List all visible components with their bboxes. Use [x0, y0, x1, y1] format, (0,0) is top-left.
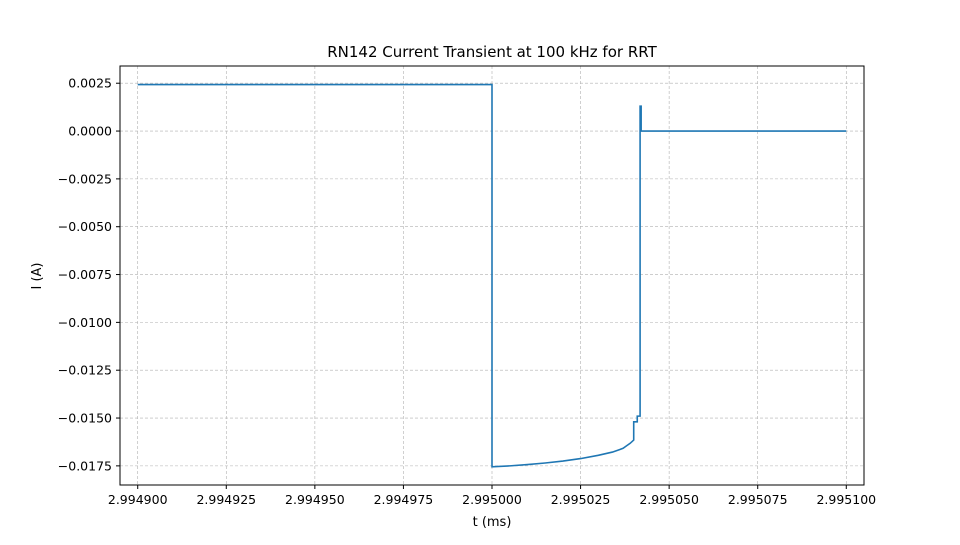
y-tick-label: −0.0150: [58, 411, 112, 426]
x-tick-label: 2.994950: [285, 492, 345, 507]
plot-frame: [119, 65, 865, 486]
y-tick-label: −0.0050: [58, 219, 112, 234]
y-tick-label: 0.0000: [68, 124, 112, 139]
x-axis: 2.994900 2.994925 2.994950 2.994975 2.995000…: [108, 485, 876, 507]
y-tick-label: −0.0125: [58, 363, 112, 378]
y-tick-label: 0.0025: [68, 76, 112, 91]
x-tick-label: 2.994925: [196, 492, 256, 507]
y-tick-label: −0.0175: [58, 458, 112, 473]
x-tick-label: 2.994975: [374, 492, 434, 507]
series-line-group: [137, 83, 847, 468]
chart-title: RN142 Current Transient at 100 kHz for R…: [327, 43, 657, 61]
series-line: [137, 83, 847, 468]
x-tick-label: 2.995100: [816, 492, 876, 507]
y-tick-label: −0.0025: [58, 171, 112, 186]
y-tick-label: −0.0075: [58, 267, 112, 282]
y-axis-label: I (A): [30, 262, 45, 289]
y-tick-label: −0.0100: [58, 315, 112, 330]
x-tick-label: 2.995025: [551, 492, 611, 507]
x-tick-label: 2.994900: [108, 492, 168, 507]
x-tick-label: 2.995075: [728, 492, 788, 507]
y-axis: 0.0025 0.0000 −0.0025 −0.0050 −0.0075 −0.0100…: [58, 76, 120, 473]
x-tick-label: 2.995000: [462, 492, 522, 507]
x-axis-label: t (ms): [473, 515, 512, 530]
x-tick-label: 2.995050: [639, 492, 699, 507]
